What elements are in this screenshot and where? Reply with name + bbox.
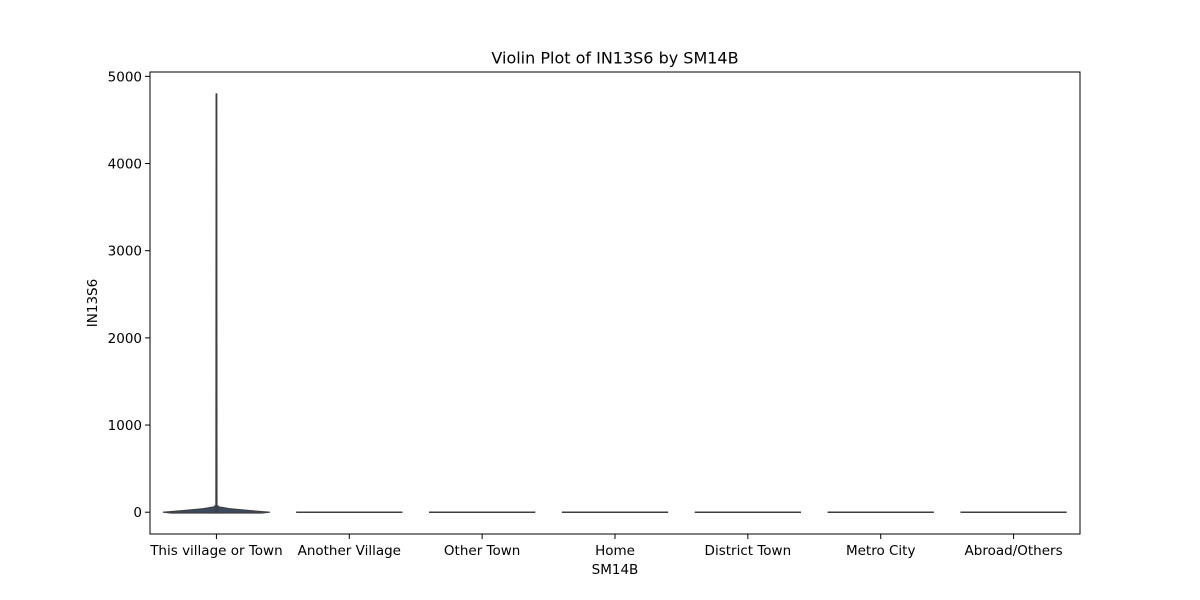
y-axis-label: IN13S6 — [85, 279, 101, 327]
y-tick-label: 1000 — [108, 418, 142, 434]
x-tick-label: Home — [595, 543, 635, 559]
y-axis: 0 1000 2000 3000 4000 5000 — [108, 69, 150, 521]
x-tick-label: Abroad/Others — [965, 543, 1063, 559]
y-tick-label: 2000 — [108, 331, 142, 347]
plot-frame — [149, 71, 1081, 535]
x-tick-label: Another Village — [298, 543, 401, 559]
x-axis: This village or Town Another Village Other… — [149, 534, 1063, 559]
x-axis-label: SM14B — [592, 562, 639, 578]
y-tick-label: 3000 — [108, 244, 142, 260]
chart-title: Violin Plot of IN13S6 by SM14B — [491, 49, 738, 68]
x-tick-label: Metro City — [846, 543, 916, 559]
x-tick-label: This village or Town — [149, 543, 282, 559]
y-tick-label: 4000 — [108, 157, 142, 173]
y-tick-label: 5000 — [108, 69, 142, 85]
plot-area — [162, 93, 1067, 514]
violin-0 — [162, 93, 271, 514]
x-tick-label: Other Town — [444, 543, 520, 559]
x-tick-label: District Town — [705, 543, 792, 559]
y-tick-label: 0 — [133, 505, 142, 521]
